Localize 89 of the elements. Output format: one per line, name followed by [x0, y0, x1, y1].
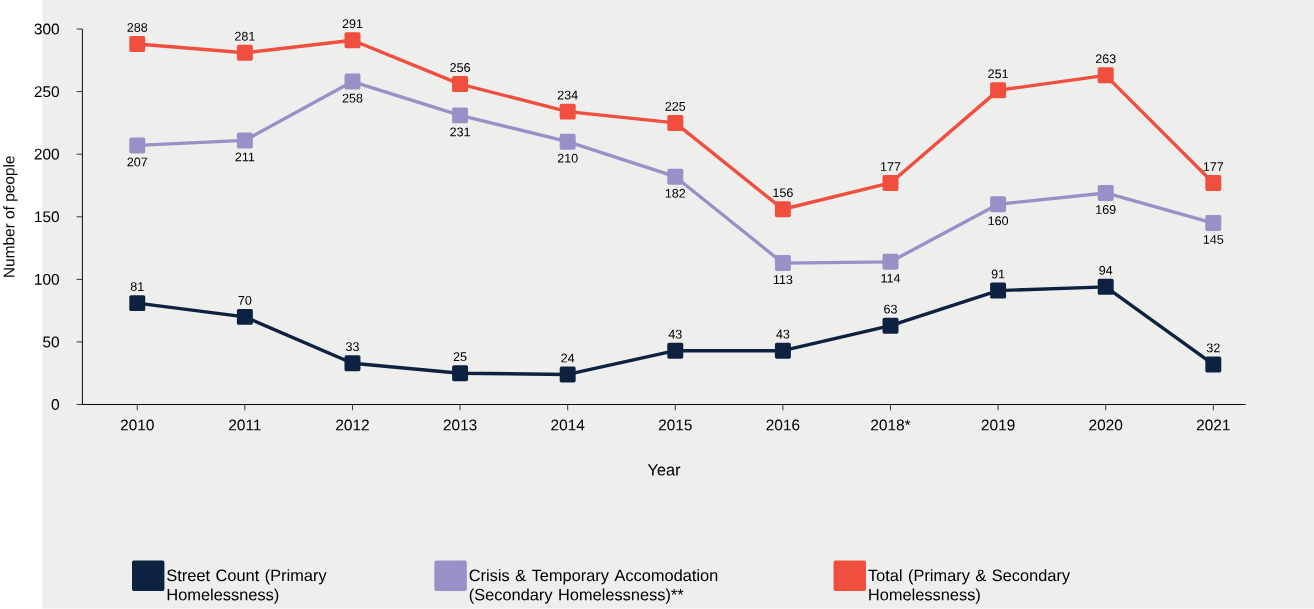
data-label: 225: [665, 102, 686, 111]
x-tick-label: 2015: [658, 419, 692, 431]
point: [667, 342, 684, 359]
point: [882, 253, 899, 270]
data-label: 25: [453, 352, 467, 362]
data-label: 91: [991, 269, 1005, 279]
point: [882, 317, 899, 334]
data-label: 145: [1203, 235, 1224, 245]
data-label: 281: [235, 31, 255, 41]
data-label: 207: [127, 157, 148, 167]
point: [129, 295, 146, 312]
point: [1205, 356, 1222, 373]
point: [559, 366, 576, 383]
legend-label: Street Count (Primary Homelessness): [167, 569, 327, 604]
point: [667, 168, 684, 185]
data-label: 263: [1095, 54, 1116, 64]
point: [1097, 67, 1114, 84]
y-tick-label: 200: [34, 148, 60, 160]
data-label: 288: [127, 23, 148, 33]
data-label: 33: [345, 342, 359, 352]
data-label: 231: [450, 127, 470, 137]
data-label: 160: [988, 216, 1009, 226]
point: [990, 196, 1007, 213]
point: [452, 76, 469, 93]
x-tick-label: 2011: [229, 419, 261, 431]
y-tick-label: 250: [34, 86, 60, 98]
point: [452, 107, 469, 124]
y-tick-label: 150: [35, 211, 60, 223]
point: [990, 282, 1007, 299]
point: [1097, 279, 1114, 295]
data-label: 234: [557, 90, 578, 100]
point: [1205, 215, 1222, 232]
point: [774, 255, 791, 272]
point: [344, 32, 361, 49]
point: [129, 137, 146, 154]
point: [667, 115, 684, 132]
point: [236, 309, 253, 326]
data-label: 210: [557, 153, 578, 163]
data-label: 43: [668, 329, 682, 339]
data-label: 156: [773, 188, 793, 198]
x-tick-label: 2013: [443, 419, 477, 431]
data-label: 177: [880, 162, 901, 172]
x-tick-label: 2019: [981, 419, 1015, 431]
point: [344, 355, 361, 372]
point: [559, 133, 576, 150]
x-tick-label: 2021: [1196, 419, 1230, 431]
data-label: 43: [776, 329, 790, 339]
point: [344, 73, 361, 90]
point: [774, 342, 791, 359]
x-tick-label: 2020: [1089, 419, 1123, 431]
point: [129, 36, 146, 53]
data-label: 32: [1206, 343, 1220, 353]
point: [559, 103, 576, 120]
legend-label: Total (Primary & Secondary Homelessness): [868, 569, 1071, 604]
point: [1205, 175, 1222, 192]
data-label: 63: [884, 304, 897, 314]
data-label: 114: [881, 274, 901, 283]
data-label: 251: [988, 69, 1008, 79]
data-label: 113: [773, 275, 793, 285]
y-tick-label: 0: [51, 399, 60, 411]
point: [774, 201, 791, 218]
x-tick-label: 2012: [336, 419, 369, 431]
data-label: 169: [1096, 205, 1116, 215]
y-tick-label: 300: [34, 23, 60, 35]
data-label: 211: [235, 152, 255, 162]
point: [990, 82, 1007, 99]
x-tick-label: 2014: [551, 419, 585, 431]
y-tick-label: 100: [35, 274, 60, 285]
point: [236, 132, 253, 149]
data-label: 256: [450, 63, 470, 73]
point: [236, 44, 253, 61]
data-label: 182: [665, 188, 686, 198]
x-tick-label: 2010: [120, 419, 154, 431]
data-label: 94: [1099, 266, 1113, 275]
x-tick-label: 2016: [766, 419, 800, 431]
data-label: 258: [342, 93, 363, 103]
data-label: 81: [130, 282, 144, 292]
data-label: 24: [561, 353, 575, 363]
data-label: 291: [342, 19, 363, 29]
x-axis-title: Year: [647, 464, 681, 476]
y-axis-title: Number of people: [3, 156, 18, 277]
point: [452, 365, 469, 382]
legend-label: Crisis & Temporary Accomodation (Secondary Homelessness)**: [469, 569, 718, 604]
point: [1097, 185, 1114, 202]
y-tick-label: 50: [43, 336, 60, 348]
point: [882, 175, 899, 192]
data-label: 177: [1203, 162, 1224, 172]
x-tick-label: 2018*: [871, 419, 911, 431]
data-label: 70: [238, 296, 252, 305]
